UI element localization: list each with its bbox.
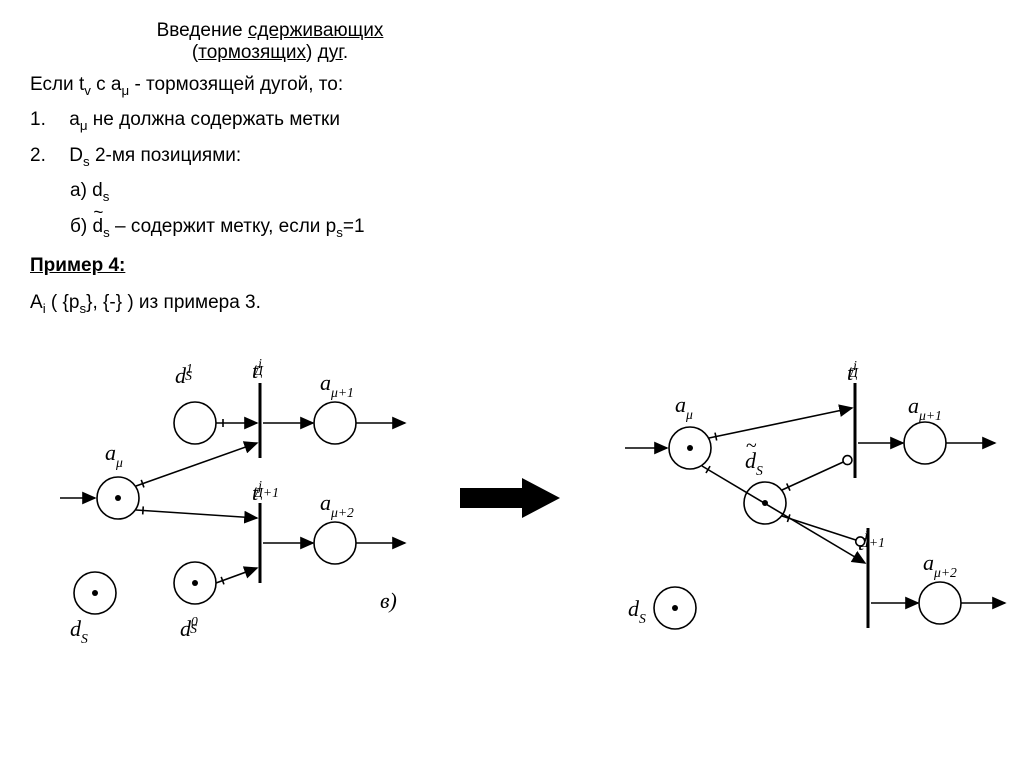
- l5b: – содержит метку, если p: [110, 216, 337, 237]
- title-u3: дуг: [318, 42, 343, 63]
- line-6: Ai ( {ps}, {-} ) из примера 3.: [30, 288, 994, 319]
- svg-text:в): в): [380, 588, 397, 613]
- l3a: D: [69, 145, 83, 166]
- l2s: μ: [80, 118, 88, 133]
- l2n: 1.: [30, 105, 64, 134]
- l6b: ( {p: [46, 292, 80, 313]
- l5c: =1: [343, 216, 365, 237]
- line-2: 1. aμ не должна содержать метки: [30, 105, 994, 136]
- svg-text:d1S: d1S: [175, 361, 193, 388]
- svg-text:aμ+1: aμ+1: [320, 370, 354, 400]
- l2b: не должна содержать метки: [88, 109, 340, 130]
- svg-text:~: ~: [746, 435, 757, 457]
- l3n: 2.: [30, 141, 64, 170]
- line-4: а) ds: [30, 176, 994, 207]
- l2a: a: [69, 109, 80, 130]
- svg-text:aμ+2: aμ+2: [320, 490, 354, 520]
- svg-text:dS: dS: [70, 616, 88, 646]
- title-u2: тормозящих: [198, 42, 306, 63]
- svg-text:d0S: d0S: [180, 614, 198, 641]
- title-pre: Введение: [157, 20, 248, 41]
- title-dot: .: [343, 42, 348, 63]
- l1s1: v: [84, 83, 91, 98]
- l3b: 2-мя позициями:: [90, 145, 242, 166]
- line-3: 2. Ds 2-мя позициями:: [30, 141, 994, 172]
- l5s2: s: [336, 224, 343, 239]
- svg-text:aμ+1: aμ+1: [908, 393, 942, 423]
- l1c: - тормозящей дугой, то:: [129, 74, 343, 95]
- l4s: s: [103, 189, 110, 204]
- l6c: }, {-} ) из примера 3.: [86, 292, 261, 313]
- l3s: s: [83, 154, 90, 169]
- example-label: Пример 4:: [30, 251, 125, 280]
- l5s: s: [103, 224, 110, 239]
- diagram-svg: d1SaμdSd0Saμ+1aμ+2tiДtjД+1в)aμdS~dSaμ+1a…: [30, 348, 1000, 668]
- title-u1: сдерживающих: [248, 20, 384, 41]
- l5d: d: [93, 212, 104, 241]
- line-5: б) ds – содержит метку, если ps=1: [30, 212, 994, 243]
- svg-text:aμ+2: aμ+2: [923, 550, 957, 580]
- svg-text:aμ: aμ: [675, 392, 693, 422]
- l6a: A: [30, 292, 43, 313]
- l1a: Если t: [30, 74, 84, 95]
- svg-text:tjД+1: tjД+1: [252, 478, 279, 505]
- svg-text:aμ: aμ: [105, 440, 123, 470]
- l5a: б): [70, 216, 93, 237]
- svg-text:tiД: tiД: [252, 356, 264, 383]
- line-1: Если tv с aμ - тормозящей дугой, то:: [30, 70, 994, 101]
- svg-text:tiД: tiД: [847, 358, 859, 385]
- l1b: с a: [91, 74, 122, 95]
- svg-text:dS: dS: [628, 596, 646, 626]
- page-title: Введение сдерживающих (тормозящих) дуг.: [80, 20, 460, 64]
- title-close: ): [306, 42, 318, 63]
- petri-net-diagram: d1SaμdSd0Saμ+1aμ+2tiДtjД+1в)aμdS~dSaμ+1a…: [30, 348, 1000, 668]
- l4: а) d: [70, 180, 103, 201]
